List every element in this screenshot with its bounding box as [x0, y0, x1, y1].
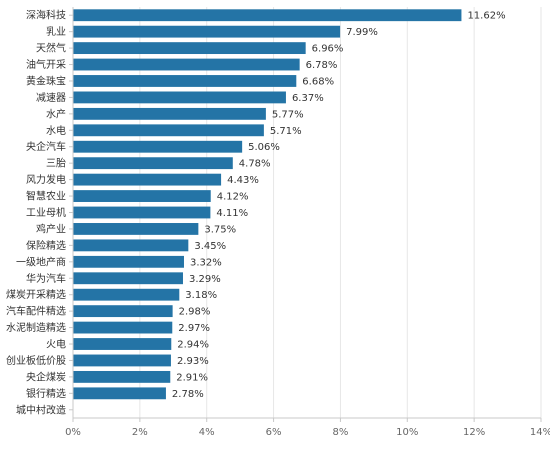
category-label: 火电: [46, 338, 66, 351]
bar: [73, 157, 233, 170]
x-tick-label: 8%: [332, 427, 348, 438]
bar: [73, 75, 297, 87]
category-label: 一级地产商: [16, 255, 66, 268]
value-label: 5.06%: [248, 142, 280, 153]
category-label: 工业母机: [26, 206, 66, 219]
category-label: 水泥制造精选: [6, 321, 66, 334]
value-label: 2.93%: [177, 356, 209, 367]
x-tick-label: 14%: [530, 427, 550, 438]
value-label: 6.96%: [312, 44, 344, 55]
value-label: 2.78%: [172, 389, 204, 400]
bar: [73, 140, 243, 153]
bar: [73, 9, 462, 22]
bar: [73, 239, 189, 252]
category-label: 三胎: [46, 157, 66, 170]
category-label: 乳业: [46, 25, 66, 38]
bar: [73, 124, 264, 137]
value-label: 3.18%: [185, 290, 217, 301]
category-label-layer: 深海科技乳业天然气油气开采黄金珠宝减速器水产水电央企汽车三胎风力发电智慧农业工业…: [6, 9, 73, 416]
value-label: 2.91%: [176, 372, 208, 383]
bar: [73, 206, 211, 219]
bar: [73, 190, 211, 202]
value-label: 3.45%: [194, 241, 226, 252]
bar: [73, 370, 171, 383]
value-label: 3.75%: [204, 224, 236, 235]
category-label: 央企煤炭: [26, 370, 66, 383]
x-tick-layer: 0% 2% 4% 6% 8% 10% 12% 14%: [65, 7, 550, 438]
category-label: 汽车配件精选: [6, 305, 66, 318]
bar: [73, 305, 173, 318]
bar: [73, 107, 266, 120]
category-label: 保险精选: [26, 239, 66, 252]
category-label: 智慧农业: [26, 190, 66, 203]
x-tick-label: 12%: [463, 427, 485, 438]
x-tick-label: 2%: [132, 427, 148, 438]
bar: [73, 288, 180, 301]
value-label: 6.68%: [302, 76, 334, 87]
value-label: 5.77%: [272, 109, 304, 120]
bar-layer: [73, 9, 462, 400]
value-label: 2.98%: [179, 307, 211, 318]
value-label: 2.97%: [178, 323, 210, 334]
value-label: 4.43%: [227, 175, 259, 186]
value-label: 6.78%: [306, 60, 338, 71]
category-label: 银行精选: [26, 387, 66, 400]
x-tick-label: 0%: [65, 427, 81, 438]
x-tick-label: 6%: [266, 427, 282, 438]
category-label: 深海科技: [26, 9, 66, 22]
bar: [73, 255, 184, 268]
category-label: 鸡产业: [36, 222, 66, 235]
value-label: 3.32%: [190, 257, 222, 268]
x-tick-label: 10%: [396, 427, 418, 438]
category-label: 风力发电: [26, 173, 66, 186]
value-label: 4.11%: [216, 208, 248, 219]
category-label: 油气开采: [26, 58, 66, 71]
value-label: 2.94%: [177, 340, 209, 351]
value-label: 4.12%: [217, 192, 249, 203]
category-label: 水电: [46, 124, 66, 137]
category-label: 天然气: [36, 42, 66, 55]
value-label-layer: 11.62% 7.99%6.96% 6.78% 6.68% 6.37% 5.77% 5.71…: [172, 11, 506, 400]
category-label: 黄金珠宝: [26, 74, 66, 87]
bar: [73, 91, 286, 104]
bar: [73, 321, 173, 334]
bar: [73, 42, 306, 55]
bar: [73, 338, 172, 350]
bar: [73, 354, 171, 367]
bar: [73, 387, 166, 400]
bar: [73, 173, 222, 186]
category-label: 华为汽车: [26, 272, 66, 285]
category-label: 减速器: [36, 92, 66, 104]
bar: [73, 272, 183, 285]
value-label: 7.99%: [346, 27, 378, 38]
value-label: 11.62%: [467, 11, 505, 22]
value-label: 3.29%: [189, 274, 221, 285]
value-label: 6.37%: [292, 93, 324, 104]
value-label: 4.78%: [239, 159, 271, 170]
category-label: 央企汽车: [26, 140, 66, 153]
x-tick-label: 4%: [199, 427, 215, 438]
category-label: 煤炭开采精选: [6, 288, 66, 301]
bar: [73, 25, 341, 38]
category-label: 城中村改造: [16, 403, 66, 416]
category-label: 水产: [46, 107, 66, 120]
bar: [73, 223, 199, 235]
bar: [73, 58, 300, 71]
category-label: 创业板低价股: [6, 354, 66, 367]
value-label: 5.71%: [270, 126, 302, 137]
